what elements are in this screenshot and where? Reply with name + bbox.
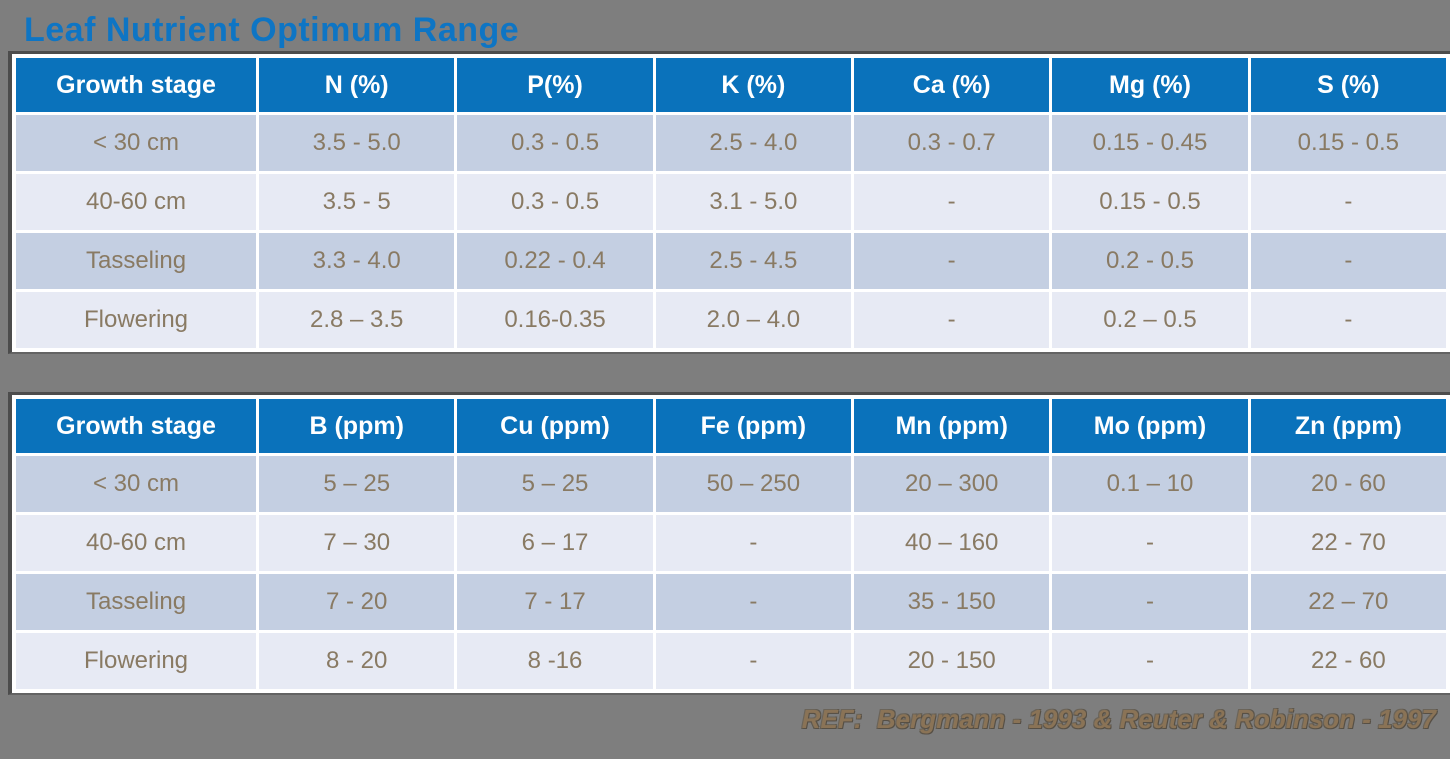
value-cell: 20 - 150 (854, 633, 1050, 689)
table-gap (0, 354, 1450, 392)
column-header: Zn (ppm) (1250, 399, 1446, 453)
micro-table-container: Growth stage B (ppm) Cu (ppm) Fe (ppm) Mn (p… (8, 392, 1450, 695)
value-cell: 20 - 60 (1250, 456, 1446, 512)
column-header: P(%) (457, 58, 653, 112)
slide: Leaf Nutrient Optimum Range Growth stage… (0, 11, 1450, 734)
growth-stage-cell: Flowering (16, 633, 257, 689)
growth-stage-cell: 40-60 cm (16, 515, 257, 571)
value-cell: 0.3 - 0.5 (457, 115, 653, 171)
column-header: Fe (ppm) (655, 399, 852, 453)
value-cell: 2.5 - 4.5 (655, 233, 852, 289)
value-cell: 2.5 - 4.0 (655, 115, 852, 171)
value-cell: - (854, 292, 1050, 348)
growth-stage-cell: < 30 cm (16, 456, 257, 512)
value-cell: 0.15 - 0.45 (1052, 115, 1248, 171)
value-cell: 8 - 20 (259, 633, 455, 689)
value-cell: 35 - 150 (854, 574, 1050, 630)
value-cell: 7 - 20 (259, 574, 455, 630)
value-cell: - (655, 633, 852, 689)
macro-table-container: Growth stage N (%) P(%) K (%) Ca (%) Mg (%) S … (8, 51, 1450, 354)
value-cell: 0.1 – 10 (1052, 456, 1248, 512)
growth-stage-cell: 40-60 cm (16, 174, 257, 230)
column-header: Mg (%) (1052, 58, 1248, 112)
value-cell: 0.15 - 0.5 (1250, 115, 1446, 171)
value-cell: 50 – 250 (655, 456, 852, 512)
column-header: B (ppm) (259, 399, 455, 453)
column-header: S (%) (1250, 58, 1446, 112)
value-cell: 3.5 - 5.0 (259, 115, 455, 171)
page-title: Leaf Nutrient Optimum Range (24, 11, 520, 49)
column-header: Growth stage (16, 399, 257, 453)
value-cell: 2.8 – 3.5 (259, 292, 455, 348)
column-header: Mn (ppm) (854, 399, 1050, 453)
value-cell: - (1250, 174, 1446, 230)
value-cell: - (854, 233, 1050, 289)
table-row: Flowering 8 - 20 8 -16-20 - 150-22 - 60 (16, 633, 1446, 689)
macro-nutrient-table: Growth stage N (%) P(%) K (%) Ca (%) Mg (%) S … (13, 55, 1449, 351)
value-cell: - (655, 574, 852, 630)
table-row: Flowering 2.8 – 3.5 0.16-0.35 2.0 – 4.0-0.2… (16, 292, 1446, 348)
micro-nutrient-table: Growth stage B (ppm) Cu (ppm) Fe (ppm) Mn (p… (13, 396, 1449, 692)
growth-stage-cell: Flowering (16, 292, 257, 348)
column-header: N (%) (259, 58, 455, 112)
table-row: 40-60 cm 3.5 - 5 0.3 - 0.5 3.1 - 5.0-0.15 -… (16, 174, 1446, 230)
column-header: Cu (ppm) (457, 399, 653, 453)
value-cell: 7 – 30 (259, 515, 455, 571)
table-row: Tasseling 3.3 - 4.0 0.22 - 0.4 2.5 - 4.5-0.… (16, 233, 1446, 289)
value-cell: - (1052, 515, 1248, 571)
value-cell: 3.3 - 4.0 (259, 233, 455, 289)
value-cell: 3.5 - 5 (259, 174, 455, 230)
value-cell: 2.0 – 4.0 (655, 292, 852, 348)
value-cell: 5 – 25 (259, 456, 455, 512)
value-cell: 8 -16 (457, 633, 653, 689)
value-cell: - (1052, 574, 1248, 630)
growth-stage-cell: < 30 cm (16, 115, 257, 171)
table-row: < 30 cm 5 – 25 5 – 25 50 – 250 20 – 300 0.1 –… (16, 456, 1446, 512)
value-cell: 0.3 - 0.5 (457, 174, 653, 230)
value-cell: 7 - 17 (457, 574, 653, 630)
value-cell: 22 - 70 (1250, 515, 1446, 571)
header-row: Growth stage N (%) P(%) K (%) Ca (%) Mg (%) S … (16, 58, 1446, 112)
value-cell: 40 – 160 (854, 515, 1050, 571)
table-row: 40-60 cm 7 – 30 6 – 17-40 – 160-22 - 70 (16, 515, 1446, 571)
column-header: Growth stage (16, 58, 257, 112)
growth-stage-cell: Tasseling (16, 233, 257, 289)
table-row: Tasseling 7 - 20 7 - 17-35 - 150-22 – 70 (16, 574, 1446, 630)
column-header: K (%) (655, 58, 852, 112)
table-row: < 30 cm 3.5 - 5.0 0.3 - 0.5 2.5 - 4.0 0.3 - … (16, 115, 1446, 171)
value-cell: 0.2 - 0.5 (1052, 233, 1248, 289)
header-row: Growth stage B (ppm) Cu (ppm) Fe (ppm) Mn (p… (16, 399, 1446, 453)
value-cell: 20 – 300 (854, 456, 1050, 512)
value-cell: 22 – 70 (1250, 574, 1446, 630)
value-cell: 6 – 17 (457, 515, 653, 571)
value-cell: 0.2 – 0.5 (1052, 292, 1248, 348)
value-cell: 0.15 - 0.5 (1052, 174, 1248, 230)
value-cell: 0.22 - 0.4 (457, 233, 653, 289)
column-header: Mo (ppm) (1052, 399, 1248, 453)
value-cell: 0.16-0.35 (457, 292, 653, 348)
value-cell: - (1052, 633, 1248, 689)
column-header: Ca (%) (854, 58, 1050, 112)
value-cell: - (854, 174, 1050, 230)
value-cell: 3.1 - 5.0 (655, 174, 852, 230)
value-cell: - (655, 515, 852, 571)
footer-reference: REF: Bergmann - 1993 & Reuter & Robinson… (801, 704, 1436, 734)
value-cell: 5 – 25 (457, 456, 653, 512)
value-cell: - (1250, 233, 1446, 289)
value-cell: 0.3 - 0.7 (854, 115, 1050, 171)
value-cell: - (1250, 292, 1446, 348)
value-cell: 22 - 60 (1250, 633, 1446, 689)
growth-stage-cell: Tasseling (16, 574, 257, 630)
